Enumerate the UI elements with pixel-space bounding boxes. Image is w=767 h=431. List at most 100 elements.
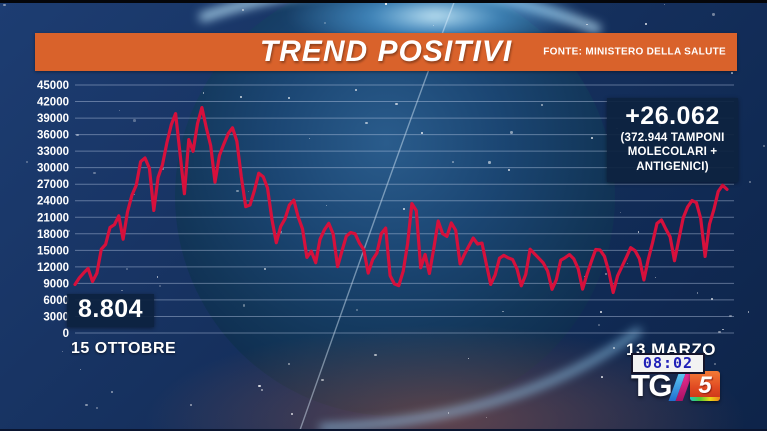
star-dot (586, 24, 588, 26)
tg5-logo: TG 5 (631, 368, 721, 403)
tests-detail-line-1: (372.944 TAMPONI (620, 131, 725, 144)
star-dot (62, 351, 64, 353)
star-dot (321, 378, 324, 382)
star-dot (664, 4, 666, 6)
y-axis-tick-label: 33000 (37, 146, 69, 158)
star-dot (121, 290, 123, 292)
y-axis-tick-label: 6000 (43, 295, 69, 307)
star-dot (600, 376, 603, 379)
star-dot (236, 189, 239, 193)
star-dot (718, 330, 721, 333)
star-dot (93, 171, 96, 174)
star-dot (365, 122, 368, 125)
star-dot (502, 310, 504, 312)
y-axis-tick-label: 15000 (37, 245, 69, 257)
star-dot (288, 363, 291, 366)
star-dot (488, 161, 491, 164)
star-dot (749, 181, 751, 183)
star-dot (110, 390, 113, 393)
star-dot (452, 161, 454, 163)
star-dot (162, 168, 165, 171)
star-dot (118, 109, 120, 111)
star-dot (326, 204, 328, 207)
star-dot (247, 191, 249, 193)
y-axis-tick-label: 3000 (43, 311, 69, 323)
y-axis-tick-label: 36000 (37, 130, 69, 142)
star-dot (125, 268, 128, 271)
star-dot (190, 403, 193, 406)
star-dot (711, 298, 714, 301)
star-dot (540, 103, 543, 106)
star-dot (264, 268, 266, 270)
star-dot (510, 131, 513, 134)
star-dot (239, 95, 242, 99)
y-axis-tick-label: 12000 (37, 262, 69, 274)
globe-top-rim-glow (198, 0, 602, 35)
y-axis-tick-label: 21000 (37, 212, 69, 224)
star-dot (613, 347, 616, 350)
star-dot (591, 136, 594, 140)
y-axis-tick-label: 27000 (37, 179, 69, 191)
star-dot (619, 211, 622, 214)
star-dot (599, 310, 602, 313)
top-letterbox-strip (0, 0, 767, 3)
star-dot (467, 357, 470, 359)
star-dot (290, 412, 293, 415)
star-dot (508, 169, 510, 171)
star-dot (644, 23, 647, 26)
star-dot (258, 384, 261, 388)
star-dot (696, 292, 699, 295)
star-dot (721, 328, 724, 331)
latest-value-badge: +26.062 (372.944 TAMPONI MOLECOLARI + AN… (607, 98, 738, 183)
star-dot (433, 24, 435, 27)
star-dot (355, 308, 359, 312)
star-dot (279, 231, 283, 234)
star-dot (403, 208, 405, 210)
star-dot (762, 144, 765, 147)
x-axis-start-label: 15 OTTOBRE (71, 340, 177, 357)
star-dot (159, 284, 162, 287)
tests-detail-line-2: MOLECOLARI + (627, 146, 718, 159)
star-dot (747, 311, 750, 314)
star-dot (598, 324, 600, 326)
latest-value: +26.062 (625, 102, 720, 130)
tg5-logo-tg-text: TG (631, 368, 673, 403)
star-dot (260, 389, 264, 392)
star-dot (712, 13, 715, 16)
start-value-badge: 8.804 (67, 294, 155, 327)
star-dot (395, 102, 398, 106)
star-dot (96, 407, 99, 410)
star-dot (76, 133, 79, 137)
y-axis-tick-label: 0 (63, 328, 69, 340)
star-dot (287, 96, 291, 100)
star-dot (3, 3, 6, 7)
start-value: 8.804 (78, 295, 144, 323)
star-dot (133, 193, 135, 196)
star-dot (485, 416, 488, 419)
tg5-logo-five-box: 5 (690, 370, 721, 401)
star-dot (627, 263, 629, 265)
star-dot (241, 8, 244, 12)
broadcast-clock: 08:02 (631, 353, 705, 374)
star-dot (308, 138, 310, 140)
star-dot (25, 160, 28, 163)
globe-bottom-rim-glow (319, 327, 642, 431)
y-axis-tick-label: 24000 (37, 196, 69, 208)
page-title: TREND POSITIVI (259, 35, 513, 68)
star-dot (132, 119, 136, 123)
tests-detail-line-3: ANTIGENICI) (636, 161, 709, 174)
star-dot (637, 230, 640, 233)
star-dot (373, 353, 377, 357)
y-axis-tick-label: 45000 (37, 80, 69, 92)
star-dot (729, 314, 732, 318)
star-dot (731, 71, 734, 74)
star-dot (85, 403, 88, 407)
star-dot (243, 304, 246, 307)
star-dot (80, 368, 82, 370)
star-dot (447, 412, 450, 415)
star-dot (583, 275, 586, 278)
header-bar: TREND POSITIVI FONTE: MINISTERO DELLA SA… (35, 33, 737, 71)
star-dot (156, 276, 158, 278)
y-axis-tick-label: 30000 (37, 163, 69, 175)
